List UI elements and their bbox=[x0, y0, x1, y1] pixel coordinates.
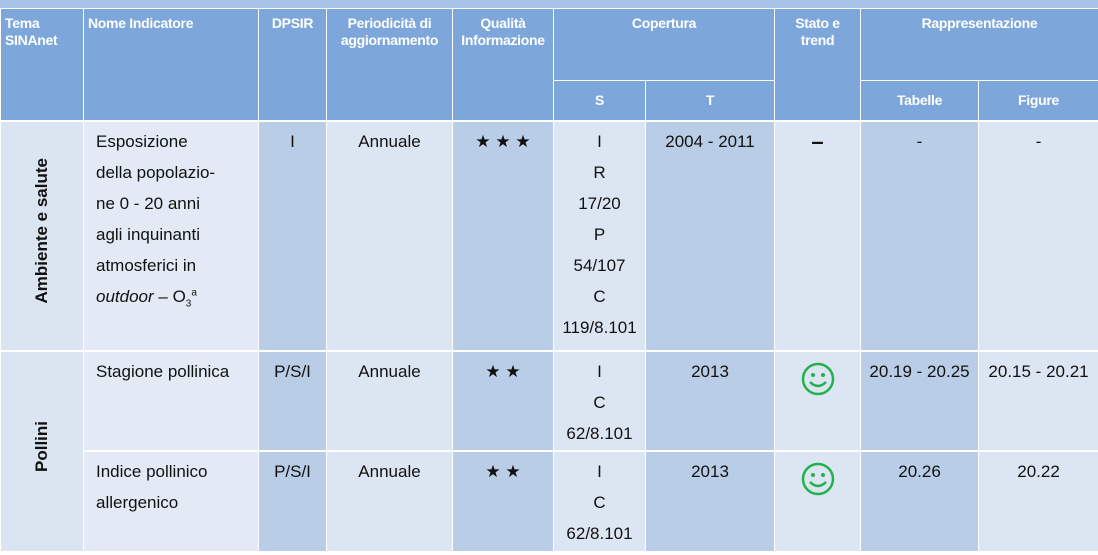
coverage-line: 54/107 bbox=[573, 255, 626, 275]
coverage-line: C bbox=[593, 492, 606, 512]
header-cell: S bbox=[553, 80, 646, 121]
tema-cell: Ambiente e salute bbox=[0, 119, 84, 352]
coverage-line: C bbox=[593, 392, 606, 412]
periodicita: Annuale bbox=[326, 119, 453, 352]
copertura-s: I C 62/8.101 bbox=[553, 349, 646, 452]
header-row: Tema SINAnet Nome Indicatore DPSIR Perio… bbox=[0, 8, 1098, 121]
qualita: ★ ★ bbox=[452, 349, 554, 452]
figure: 20.15 - 20.21 bbox=[978, 349, 1098, 452]
header-cell: DPSIR bbox=[258, 8, 327, 121]
smiley-icon bbox=[801, 462, 834, 495]
coverage-line: I bbox=[597, 361, 602, 381]
name-sub: 3 bbox=[185, 297, 192, 309]
header-cell: Nome Indicatore bbox=[83, 8, 259, 121]
name-tail: – O bbox=[153, 286, 186, 306]
tema: Ambiente e salute bbox=[32, 157, 51, 304]
copertura-t: 2004 - 2011 bbox=[644, 119, 776, 352]
header-cell: Qualità Informazione bbox=[452, 8, 554, 121]
copertura-t: 2013 bbox=[644, 349, 776, 452]
name-line: agli inquinanti bbox=[96, 224, 200, 244]
indicator-table: Tema SINAnet Nome Indicatore DPSIR Perio… bbox=[0, 8, 1098, 553]
header-cell: Tabelle bbox=[860, 80, 980, 121]
coverage-line: I bbox=[597, 461, 602, 481]
top-strip bbox=[0, 0, 1098, 8]
qualita: ★ ★ bbox=[452, 449, 554, 553]
stato bbox=[774, 349, 862, 452]
tabelle: - bbox=[860, 119, 980, 352]
coverage-line: C bbox=[593, 286, 606, 306]
copertura-s: I C 62/8.101 bbox=[553, 449, 646, 553]
dpsir: I bbox=[258, 119, 327, 352]
figure: - bbox=[978, 119, 1098, 352]
tema-cell: Pollini bbox=[0, 349, 84, 553]
row: Indice pollinico allergenico P/S/I Annua… bbox=[1, 449, 1098, 553]
tema: Pollini bbox=[32, 420, 51, 472]
tabelle: 20.26 bbox=[860, 449, 980, 553]
periodicita: Annuale bbox=[326, 349, 453, 452]
row: Pollini Stagione pollinica P/S/I Annuale… bbox=[0, 349, 1098, 553]
name: Indice pollinico allergenico bbox=[83, 449, 259, 553]
stato-text: – bbox=[811, 128, 824, 154]
coverage-line: 62/8.101 bbox=[566, 523, 633, 543]
name-line: Esposizione bbox=[96, 131, 188, 151]
name-line: outdoor – O3a bbox=[96, 281, 254, 312]
name-line: della popolazio- bbox=[96, 162, 216, 182]
header-row: S T Tabelle Figure bbox=[1, 80, 1098, 121]
header-cell: Periodicità di aggiornamento bbox=[326, 8, 453, 121]
copertura-s: I R 17/20 P 54/107 C 119/8.101 bbox=[553, 119, 646, 352]
periodicita: Annuale bbox=[326, 449, 453, 553]
name-cell: Esposizione della popolazio- ne 0 - 20 a… bbox=[83, 119, 259, 352]
row: Ambiente e salute Esposizione della popo… bbox=[0, 119, 1098, 352]
figure: 20.22 bbox=[978, 449, 1098, 553]
header-cell: Tema SINAnet bbox=[0, 8, 84, 121]
name-line: ne 0 - 20 anni bbox=[96, 193, 200, 213]
header-cell: Stato e trend bbox=[774, 8, 862, 121]
stato bbox=[774, 449, 862, 553]
name-sup: a bbox=[191, 286, 197, 298]
header-cell: Rappresentazione bbox=[860, 8, 1098, 81]
name-italic: outdoor bbox=[96, 286, 154, 306]
tabelle: 20.19 - 20.25 bbox=[860, 349, 980, 452]
dpsir: P/S/I bbox=[258, 349, 327, 452]
copertura-t: 2013 bbox=[644, 449, 776, 553]
header-cell: T bbox=[644, 80, 776, 121]
coverage-line: P bbox=[593, 224, 606, 244]
name: Stagione pollinica bbox=[83, 349, 259, 452]
header-cell: Figure bbox=[978, 80, 1098, 121]
coverage-line: I bbox=[597, 131, 602, 151]
coverage-line: R bbox=[593, 162, 606, 182]
smiley-icon bbox=[801, 362, 834, 395]
stato: – bbox=[774, 119, 862, 352]
qualita: ★ ★ ★ bbox=[452, 119, 554, 352]
coverage-line: 62/8.101 bbox=[566, 423, 633, 443]
coverage-line: 119/8.101 bbox=[562, 317, 637, 337]
coverage-line: 17/20 bbox=[578, 193, 621, 213]
dpsir: P/S/I bbox=[258, 449, 327, 553]
header-cell: Copertura bbox=[552, 8, 776, 81]
name-line: atmosferici in bbox=[96, 255, 197, 275]
